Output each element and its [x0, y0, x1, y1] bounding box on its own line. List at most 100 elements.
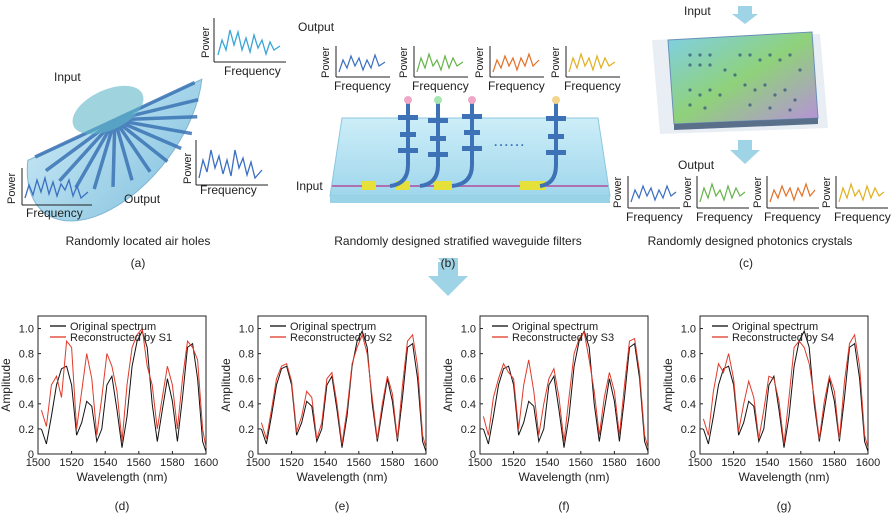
- x-tick-label: 1500: [468, 457, 492, 469]
- panel-b-power-label-4: Power: [550, 46, 562, 78]
- legend-label: Original spectrum: [290, 321, 376, 333]
- original-spectrum-line: [260, 329, 427, 452]
- x-tick-label: 1580: [160, 457, 184, 469]
- panel-a-letter: (a): [130, 256, 146, 270]
- y-tick-label: 0.8: [461, 349, 476, 361]
- panel-a-power-label-right: Power: [182, 152, 194, 184]
- arrow-c-input: [732, 6, 758, 24]
- y-tick-label: 0.2: [461, 424, 476, 436]
- x-tick-label: 1600: [636, 457, 660, 469]
- panel-a-frequency-label-left: Frequency: [26, 206, 83, 220]
- legend-label: Reconstructed by S2: [290, 332, 392, 344]
- spectrum-c-3: [766, 176, 819, 209]
- reconstruction-charts: 1500 1520 1540 1560 1580 1600 0 0.2 0.4 0.6 0.8 1.0…: [0, 315, 880, 513]
- legend-label: Original spectrum: [732, 321, 818, 333]
- panel-a-frequency-label-top: Frequency: [224, 64, 281, 78]
- panel-b-dots: ......: [494, 135, 527, 149]
- y-tick-label: 1.0: [19, 324, 34, 336]
- panel-a-output-label: Output: [124, 192, 161, 206]
- original-spectrum-line: [702, 329, 869, 452]
- panel-b-output-label: Output: [298, 20, 335, 34]
- x-tick-label: 1520: [59, 457, 83, 469]
- legend-label: Original spectrum: [70, 321, 156, 333]
- x-tick-label: 1560: [127, 457, 151, 469]
- y-tick-label: 0.4: [239, 399, 254, 411]
- x-tick-label: 1600: [414, 457, 438, 469]
- legend-label: Original spectrum: [512, 321, 598, 333]
- y-tick-label: 1.0: [681, 324, 696, 336]
- panel-b-letter: (b): [440, 256, 456, 270]
- panel-c-frequency-label-4: Frequency: [834, 210, 891, 224]
- x-tick-label: 1580: [822, 457, 846, 469]
- y-tick-label: 0.4: [681, 399, 696, 411]
- y-tick-label: 0: [690, 449, 696, 461]
- y-tick-label: 0.8: [239, 349, 254, 361]
- panel-b-power-label-2: Power: [398, 46, 410, 78]
- x-tick-label: 1580: [380, 457, 404, 469]
- plot-frame: [699, 315, 869, 455]
- x-axis-label: Wavelength (nm): [519, 470, 610, 484]
- y-tick-label: 0.6: [681, 374, 696, 386]
- spectrum-a-bottom-right: [195, 140, 268, 186]
- spectrum-b-4: [565, 46, 620, 78]
- original-spectrum-line: [40, 329, 207, 452]
- plot-frame: [479, 315, 649, 455]
- spectrum-b-1: [335, 46, 390, 78]
- chart-letter: (g): [777, 499, 792, 513]
- x-tick-label: 1540: [755, 457, 779, 469]
- panel-c-frequency-label-3: Frequency: [764, 210, 821, 224]
- spectrum-a-bottom-left: [21, 168, 92, 206]
- reconstructed-line: [702, 333, 869, 448]
- x-tick-label: 1540: [93, 457, 117, 469]
- y-tick-label: 0.4: [19, 399, 34, 411]
- panel-b-power-label-3: Power: [474, 46, 486, 78]
- x-tick-label: 1560: [347, 457, 371, 469]
- spectrum-b-2: [413, 46, 468, 78]
- x-tick-label: 1500: [688, 457, 712, 469]
- arrow-c-output: [730, 140, 760, 164]
- panel-c-power-label-2: Power: [682, 176, 694, 208]
- panel-a-power-label-top: Power: [200, 26, 212, 58]
- chart-letter: (e): [335, 499, 350, 513]
- x-axis-label: Wavelength (nm): [297, 470, 388, 484]
- x-tick-label: 1520: [501, 457, 525, 469]
- spectrum-c-2: [696, 176, 749, 209]
- photonic-crystal-chip: [652, 31, 828, 134]
- y-tick-label: 0: [470, 449, 476, 461]
- y-tick-label: 0.8: [19, 349, 34, 361]
- panel-b-power-label-1: Power: [320, 46, 332, 78]
- y-tick-label: 0.2: [681, 424, 696, 436]
- y-axis-label: Amplitude: [661, 358, 675, 412]
- x-tick-label: 1600: [194, 457, 218, 469]
- panel-c-caption: Randomly designed photonics crystals: [647, 234, 853, 248]
- chart-e: 1500 1520 1540 1560 1580 1600 0 0.2 0.4 0.6 0.8 1.0…: [219, 315, 438, 513]
- x-tick-label: 1500: [246, 457, 270, 469]
- x-tick-label: 1560: [789, 457, 813, 469]
- y-axis-label: Amplitude: [441, 358, 455, 412]
- panel-b-frequency-label-4: Frequency: [564, 79, 621, 93]
- x-axis-label: Wavelength (nm): [739, 470, 830, 484]
- x-axis-label: Wavelength (nm): [77, 470, 168, 484]
- chart-d: 1500 1520 1540 1560 1580 1600 0 0.2 0.4 0.6 0.8 1.0…: [0, 315, 218, 513]
- legend-label: Reconstructed by S3: [512, 332, 614, 344]
- waveguide-device: [329, 96, 611, 203]
- x-tick-label: 1560: [569, 457, 593, 469]
- panel-b-caption: Randomly designed stratified waveguide f…: [334, 234, 582, 248]
- spectrum-c-1: [627, 176, 680, 209]
- plot-frame: [257, 315, 427, 455]
- top-illustrations: [21, 6, 888, 270]
- center-arrow: [428, 262, 468, 296]
- spectrum-a-top: [213, 18, 286, 63]
- plot-frame: [37, 315, 207, 455]
- spectrum-c-4: [835, 176, 888, 209]
- y-tick-label: 0: [248, 449, 254, 461]
- y-tick-label: 0.6: [19, 374, 34, 386]
- reconstructed-line: [40, 327, 207, 448]
- y-tick-label: 0.4: [461, 399, 476, 411]
- panel-c-power-label-3: Power: [752, 176, 764, 208]
- panel-c-letter: (c): [739, 256, 753, 270]
- panel-a-input-label: Input: [54, 70, 81, 84]
- panel-a-frequency-label-right: Frequency: [200, 183, 257, 197]
- panel-a-power-label-left: Power: [6, 172, 18, 204]
- panel-a-caption: Randomly located air holes: [65, 234, 211, 248]
